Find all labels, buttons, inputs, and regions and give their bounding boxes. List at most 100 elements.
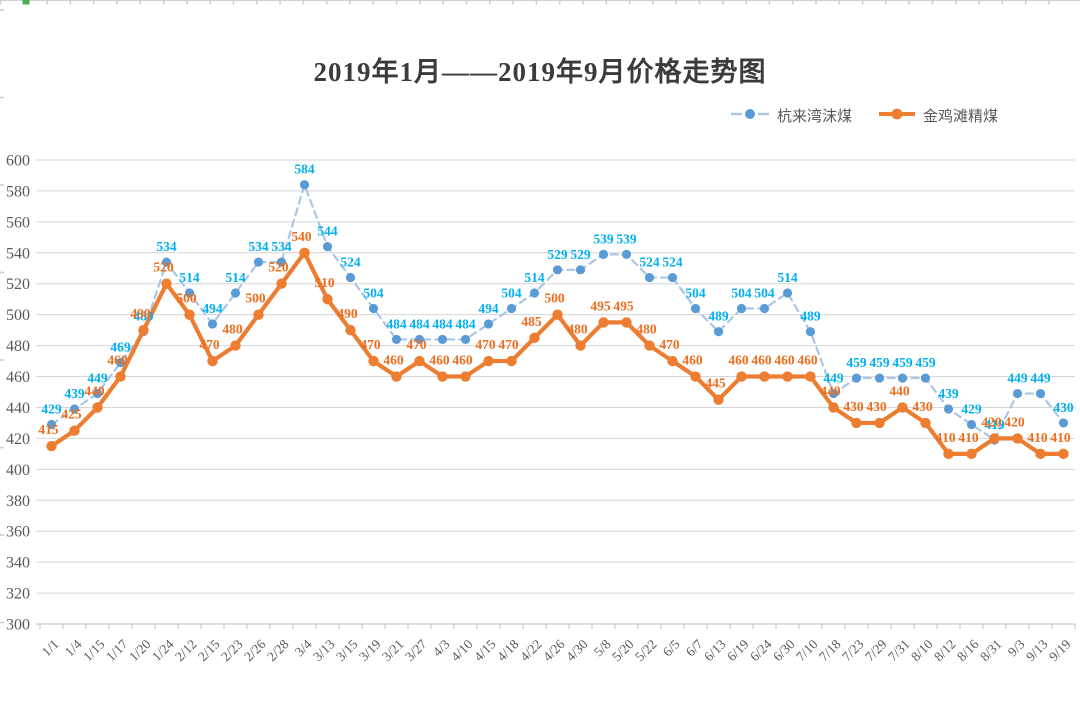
data-point-label: 440 — [889, 383, 910, 398]
y-axis-tick-label: 600 — [6, 153, 30, 170]
data-point-label: 485 — [521, 314, 542, 329]
data-point-label: 470 — [199, 337, 220, 352]
data-point-marker — [713, 327, 724, 337]
data-point-label: 490 — [130, 306, 151, 321]
data-point-label: 480 — [636, 322, 657, 337]
data-point-marker — [989, 433, 1000, 444]
chart-legend: 杭来湾沫煤 金鸡滩精煤 — [730, 105, 998, 126]
data-point-label: 520 — [153, 260, 174, 275]
data-point-label: 420 — [1004, 414, 1025, 429]
data-point-label: 534 — [271, 239, 292, 254]
data-point-marker — [1012, 433, 1023, 444]
data-point-label: 470 — [475, 337, 496, 352]
x-axis-category-label: 4/26 — [540, 636, 568, 664]
data-point-label: 410 — [958, 430, 979, 445]
data-point-label: 540 — [291, 229, 312, 244]
x-axis-category-label: 2/28 — [264, 636, 292, 664]
data-point-marker — [391, 334, 402, 345]
data-point-label: 484 — [455, 316, 476, 331]
data-point-label: 430 — [843, 399, 864, 414]
data-point-label: 459 — [915, 355, 936, 370]
y-axis-tick-label: 500 — [6, 307, 30, 324]
data-point-label: 460 — [682, 353, 703, 368]
legend-marker-dashed-dot-icon — [730, 107, 770, 124]
data-point-marker — [897, 402, 908, 413]
legend-marker-solid-dot-icon — [878, 107, 916, 124]
x-axis-category-label: 7/18 — [816, 636, 844, 664]
data-point-marker — [322, 294, 333, 305]
data-point-label: 494 — [478, 301, 499, 316]
data-point-label: 514 — [524, 270, 545, 285]
data-point-marker — [184, 309, 195, 320]
y-axis-tick-label: 400 — [6, 462, 30, 479]
data-point-label: 449 — [1030, 371, 1051, 386]
data-point-label: 524 — [340, 255, 361, 270]
data-point-marker — [368, 355, 379, 367]
data-point-label: 449 — [87, 371, 108, 386]
data-point-marker — [460, 371, 471, 382]
data-point-marker — [828, 388, 839, 399]
x-axis-category-label: 3/19 — [356, 636, 384, 664]
legend-item-jinjitan[interactable]: 金鸡滩精煤 — [878, 105, 998, 126]
data-point-label: 504 — [754, 285, 775, 300]
data-point-marker — [414, 334, 425, 345]
data-point-label: 440 — [820, 383, 841, 398]
data-point-label: 495 — [590, 298, 611, 313]
data-point-marker — [138, 324, 149, 336]
x-axis-category-label: 7/31 — [885, 637, 913, 665]
data-point-marker — [1035, 448, 1046, 460]
data-point-marker — [506, 303, 517, 314]
data-point-marker — [460, 334, 471, 345]
data-point-marker — [92, 388, 103, 399]
data-point-marker — [253, 309, 264, 320]
data-point-marker — [184, 288, 195, 298]
data-point-marker — [897, 373, 908, 383]
x-axis-category-label: 5/20 — [609, 636, 637, 664]
data-point-marker — [828, 402, 839, 413]
data-point-marker — [276, 278, 287, 289]
data-point-marker — [368, 303, 379, 314]
data-point-marker — [483, 319, 494, 329]
data-point-marker — [575, 265, 586, 275]
data-point-label: 460 — [107, 353, 128, 368]
data-point-marker — [529, 332, 540, 344]
data-point-label: 470 — [498, 337, 519, 352]
data-point-marker — [713, 394, 724, 405]
data-point-marker — [414, 355, 425, 367]
data-point-label: 480 — [222, 322, 243, 337]
data-point-marker — [644, 340, 655, 351]
data-point-marker — [736, 371, 747, 382]
series-line-solid — [49, 250, 1066, 456]
data-point-marker — [483, 355, 494, 367]
y-axis-tick-label: 480 — [6, 338, 30, 355]
data-point-marker — [437, 334, 448, 345]
data-point-marker — [805, 371, 816, 382]
x-axis-category-label: 5/22 — [632, 637, 660, 665]
data-point-label: 419 — [984, 417, 1005, 432]
x-axis-category-label: 3/13 — [310, 636, 338, 664]
x-axis-category-label: 8/10 — [908, 636, 936, 664]
x-axis-category-label: 8/16 — [954, 636, 982, 664]
data-point-label: 529 — [570, 247, 591, 262]
y-axis-tick-label: 420 — [6, 431, 30, 448]
x-axis-category-label: 2/26 — [241, 636, 269, 664]
data-point-label: 504 — [363, 285, 384, 300]
data-point-marker — [230, 340, 241, 351]
data-point-label: 529 — [547, 247, 568, 262]
data-point-marker — [621, 249, 632, 259]
data-point-label: 539 — [593, 231, 614, 246]
data-point-label: 489 — [708, 309, 729, 324]
data-point-label: 460 — [728, 353, 749, 368]
data-point-marker — [115, 358, 126, 368]
data-point-label: 425 — [61, 407, 82, 422]
data-point-label: 524 — [662, 255, 683, 270]
data-point-marker — [46, 419, 57, 430]
data-point-marker — [161, 278, 172, 289]
data-point-marker — [253, 257, 264, 267]
x-axis-category-label: 1/17 — [103, 636, 131, 664]
x-axis-category-label: 1/20 — [126, 636, 154, 664]
data-point-marker — [575, 340, 586, 351]
data-point-label: 410 — [1027, 430, 1048, 445]
legend-item-hanglaiwan[interactable]: 杭来湾沫煤 — [730, 105, 852, 126]
